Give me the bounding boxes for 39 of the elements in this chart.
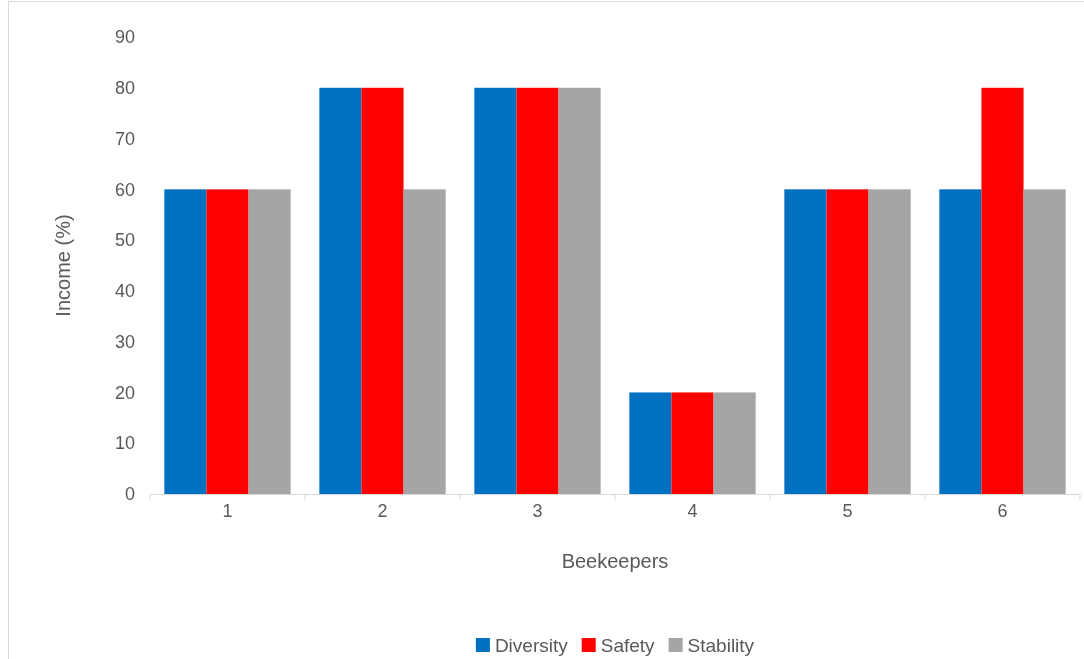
x-tick-label: 4 — [687, 500, 698, 521]
legend-label: Stability — [687, 635, 755, 656]
y-tick-label: 30 — [114, 331, 135, 352]
bar — [474, 87, 517, 494]
x-axis-title: Beekeepers — [561, 550, 669, 572]
bar — [629, 392, 672, 494]
bar — [558, 87, 601, 494]
y-tick-label: 70 — [114, 128, 135, 149]
bar — [939, 189, 982, 494]
x-tick-label: 2 — [377, 500, 388, 521]
bar — [981, 87, 1024, 494]
y-axis-title: Income (%) — [52, 214, 74, 317]
x-tick-label: 6 — [997, 500, 1008, 521]
y-tick-label: 0 — [124, 484, 135, 505]
y-tick-label: 90 — [114, 27, 135, 48]
bar — [826, 189, 869, 494]
y-tick-label: 80 — [114, 78, 135, 99]
bar — [868, 189, 911, 494]
bar — [784, 189, 827, 494]
y-tick-label: 60 — [114, 179, 135, 200]
x-tick-label: 3 — [532, 500, 543, 521]
bar — [319, 87, 362, 494]
y-tick-label: 50 — [114, 230, 135, 251]
bar — [248, 189, 291, 494]
bar — [206, 189, 249, 494]
bar — [164, 189, 207, 494]
bar — [1023, 189, 1066, 494]
bar — [361, 87, 404, 494]
legend-label: Safety — [600, 635, 656, 656]
y-tick-label: 40 — [114, 281, 135, 302]
bar — [516, 87, 559, 494]
bar — [403, 189, 446, 494]
y-tick-label: 10 — [114, 433, 135, 454]
bar — [713, 392, 756, 494]
y-tick-label: 20 — [114, 382, 135, 403]
x-tick-label: 5 — [842, 500, 853, 521]
bar — [671, 392, 714, 494]
legend-label: Diversity — [494, 635, 569, 656]
x-tick-label: 1 — [222, 500, 233, 521]
